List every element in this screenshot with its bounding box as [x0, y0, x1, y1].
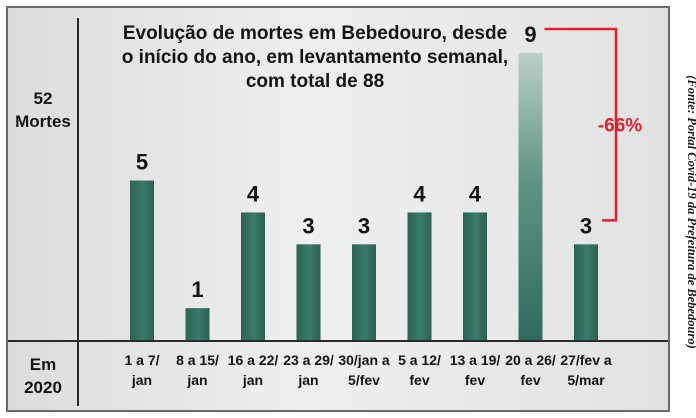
bar-2: [185, 308, 210, 340]
category-label-8-line-1: 20 a 26/: [505, 352, 556, 368]
category-label-5-line-2: 5/fev: [348, 372, 380, 388]
bar-7: [463, 212, 487, 340]
chart-title-line-3: com total de 88: [246, 71, 384, 92]
value-label-9: 3: [580, 213, 592, 238]
x-axis-label-line-1: Em: [30, 355, 56, 374]
source-note: (Fonte: Portal Covid-19 da Prefeitura de…: [685, 75, 696, 349]
value-label-7: 4: [469, 181, 482, 206]
y-axis-label-line-1: 52: [34, 89, 53, 108]
chart-title-line-1: Evolução de mortes em Bebedouro, desde: [123, 23, 507, 44]
category-label-9-line-2: 5/mar: [567, 372, 605, 388]
value-label-6: 4: [413, 181, 426, 206]
category-label-1-line-2: jan: [131, 372, 152, 388]
value-label-1: 5: [136, 150, 148, 175]
category-label-3-line-1: 16 a 22/: [228, 352, 279, 368]
x-axis-label-line-2: 2020: [24, 378, 62, 397]
annotation-bracket: [544, 27, 618, 222]
bar-9: [574, 244, 598, 340]
annotation-label: -66%: [598, 116, 642, 137]
bar-6: [407, 212, 432, 340]
value-label-5: 3: [358, 213, 370, 238]
category-label-8-line-2: fev: [520, 372, 540, 388]
value-label-8: 9: [524, 22, 536, 47]
chart-frame: [6, 6, 670, 412]
bar-8: [518, 53, 543, 340]
category-label-9-line-1: 27/fev a: [560, 352, 612, 368]
category-labels-group: 1 a 7/jan 8 a 15/jan 16 a 22/jan 23 a 29/ja…: [124, 352, 611, 388]
category-label-5-line-1: 30/jan a: [338, 352, 390, 368]
category-label-7-line-2: fev: [465, 372, 485, 388]
bar-4: [296, 244, 321, 340]
bar-3: [241, 212, 265, 340]
value-label-2: 1: [191, 277, 203, 302]
category-label-4-line-1: 23 a 29/: [283, 352, 334, 368]
category-label-2-line-2: jan: [186, 372, 207, 388]
category-label-7-line-1: 13 a 19/: [450, 352, 501, 368]
value-label-3: 4: [247, 181, 260, 206]
category-label-2-line-1: 8 a 15/: [176, 352, 219, 368]
category-label-3-line-2: jan: [242, 372, 263, 388]
value-label-4: 3: [302, 213, 314, 238]
value-labels-group: 5 1 4 3 3 4 4 9 3: [136, 22, 592, 302]
chart-title-line-2: o início do ano, em levantamento semanal…: [122, 47, 508, 68]
bar-1: [130, 180, 154, 340]
category-label-6-line-1: 5 a 12/: [398, 352, 441, 368]
category-label-4-line-2: jan: [297, 372, 318, 388]
y-axis-label-line-2: Mortes: [15, 112, 71, 131]
bar-5: [352, 244, 376, 340]
bars-group: [130, 53, 598, 340]
category-label-1-line-1: 1 a 7/: [124, 352, 159, 368]
category-label-6-line-2: fev: [409, 372, 429, 388]
